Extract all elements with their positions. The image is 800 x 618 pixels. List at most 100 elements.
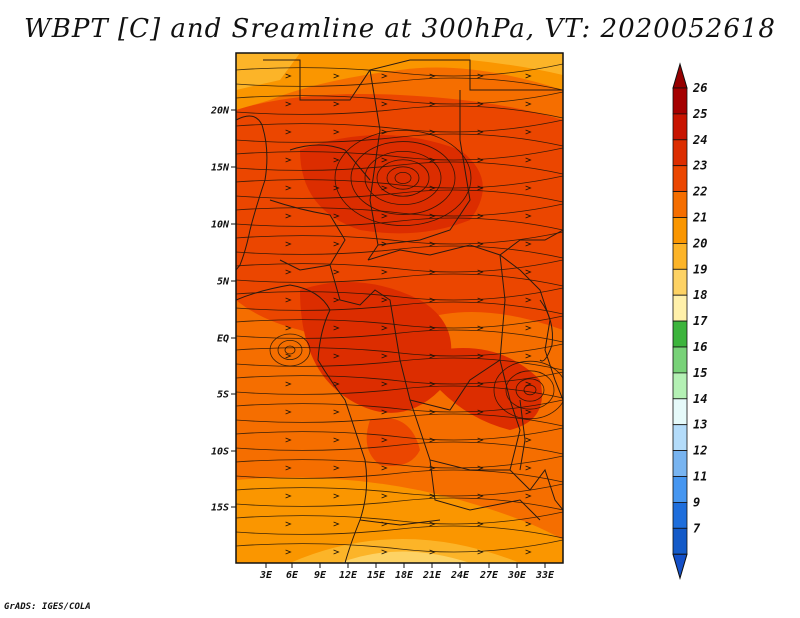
streamline-arrow xyxy=(525,213,532,219)
colorbar-swatch xyxy=(672,139,688,167)
colorbar-label: 16 xyxy=(693,340,707,354)
lat-tick-label: 15S xyxy=(211,503,229,514)
streamline-arrow xyxy=(285,157,292,163)
streamline-arrow xyxy=(477,521,484,527)
colorbar-label: 18 xyxy=(693,288,707,302)
map-area xyxy=(236,53,563,563)
streamline-arrow xyxy=(333,185,340,191)
colorbar-label: 20 xyxy=(692,236,707,250)
lon-tick-label: 12E xyxy=(339,570,358,581)
streamline xyxy=(236,399,563,413)
streamline-arrow xyxy=(525,437,532,443)
lat-tick-label: 15N xyxy=(211,163,230,174)
colorbar-swatch xyxy=(672,217,688,244)
streamline xyxy=(236,287,563,301)
colorbar-label: 11 xyxy=(693,470,707,484)
streamline-arrow xyxy=(525,353,532,359)
streamline-arrow xyxy=(429,73,436,79)
colorbar-swatch xyxy=(672,527,688,555)
streamline-arrow xyxy=(333,73,340,79)
streamline-arrow xyxy=(477,73,484,79)
streamline-arrow xyxy=(333,493,340,499)
cool-center-south xyxy=(340,551,470,563)
colorbar-label: 17 xyxy=(693,314,708,328)
border-car xyxy=(367,244,521,271)
colorbar-label: 12 xyxy=(693,444,707,458)
streamline-arrow xyxy=(429,101,436,107)
streamline xyxy=(236,189,563,203)
streamline-arrow xyxy=(525,465,532,471)
streamline xyxy=(236,203,563,217)
warm-region-northeast xyxy=(470,53,563,75)
streamline-arrow xyxy=(285,353,292,359)
colorbar-swatch xyxy=(672,268,688,296)
streamline xyxy=(236,343,563,357)
border-great-lakes xyxy=(499,254,521,471)
colorbar-label: 7 xyxy=(693,521,701,535)
lon-tick-label: 30E xyxy=(507,570,527,581)
streamline xyxy=(236,413,563,427)
streamline-arrow xyxy=(429,129,436,135)
streamline xyxy=(236,315,563,329)
streamline-arrow xyxy=(285,297,292,303)
streamline xyxy=(236,77,563,91)
streamline-arrow xyxy=(429,381,436,387)
streamline-arrow xyxy=(525,297,532,303)
colorbar-swatch xyxy=(672,501,688,529)
lat-tick-label: 5N xyxy=(217,277,230,288)
coastline-east xyxy=(519,269,563,401)
streamline-arrow xyxy=(429,213,436,219)
streamline xyxy=(236,469,563,483)
lon-tick-label: 33E xyxy=(535,570,555,581)
streamline xyxy=(364,151,442,205)
streamline-arrow xyxy=(381,185,388,191)
hot-patch-south xyxy=(366,418,420,466)
streamline-arrow xyxy=(381,325,388,331)
streamline xyxy=(277,340,303,360)
colorbar-swatch xyxy=(672,424,688,452)
streamline-arrow xyxy=(429,269,436,275)
streamline-arrow xyxy=(285,213,292,219)
streamline-arrow xyxy=(477,437,484,443)
streamline-arrow xyxy=(429,437,436,443)
streamline-arrow xyxy=(285,409,292,415)
streamline-arrow xyxy=(477,129,484,135)
streamline xyxy=(284,345,296,355)
warm-region-north xyxy=(236,53,563,110)
hot-core-east xyxy=(440,348,542,430)
streamline-arrow xyxy=(333,353,340,359)
streamline xyxy=(269,333,311,367)
streamline-arrow xyxy=(285,549,292,555)
streamline-arrow xyxy=(333,437,340,443)
streamline-arrow xyxy=(333,549,340,555)
streamline-arrow xyxy=(525,381,532,387)
streamline-arrow xyxy=(333,101,340,107)
streamline-arrow xyxy=(525,129,532,135)
streamline-arrow xyxy=(333,213,340,219)
colorbar-swatch xyxy=(672,320,688,348)
streamline-arrow xyxy=(285,493,292,499)
colorbar-swatch xyxy=(672,294,688,322)
colorbar: 26 25 24 23 22 21 20 19 18 17 16 15 14 13 12 11 9 7 xyxy=(672,62,708,580)
streamline xyxy=(236,105,563,119)
streamline-arrow xyxy=(525,157,532,163)
colorbar-label: 23 xyxy=(692,159,707,173)
streamline xyxy=(236,273,563,287)
colorbar-label: 13 xyxy=(693,418,707,432)
lon-tick-label: 6E xyxy=(286,570,299,581)
lon-tick-label: 9E xyxy=(314,570,327,581)
streamline-arrow xyxy=(333,269,340,275)
streamline-arrow xyxy=(381,129,388,135)
lat-tick-label: 10S xyxy=(211,447,229,458)
streamline-arrow xyxy=(381,493,388,499)
streamline-arrow xyxy=(477,241,484,247)
streamline-arrow xyxy=(477,297,484,303)
lon-tick-label: 15E xyxy=(367,570,386,581)
streamline xyxy=(236,455,563,469)
border-zambia xyxy=(429,459,541,521)
streamline-arrow xyxy=(429,409,436,415)
colorbar-label: 24 xyxy=(692,133,707,147)
streamline-arrow xyxy=(525,521,532,527)
streamline-arrow xyxy=(525,549,532,555)
streamline-arrow xyxy=(477,269,484,275)
